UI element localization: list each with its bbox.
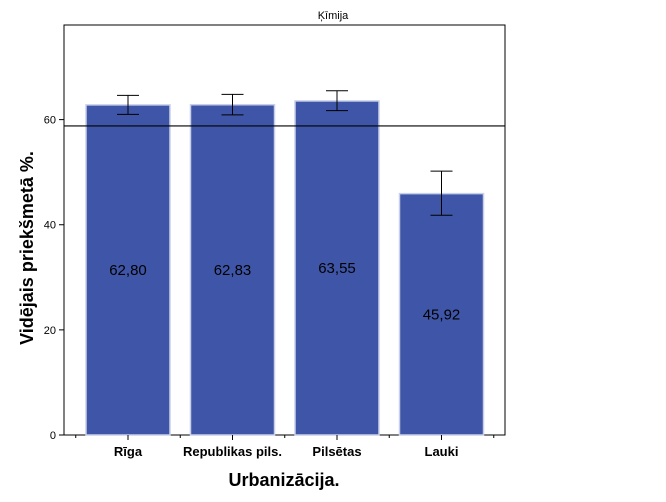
x-axis-label: Urbanizācija. — [228, 470, 339, 490]
y-tick-label-2: 40 — [44, 220, 56, 232]
bar-2 — [294, 100, 380, 436]
y-tick-label-0: 0 — [50, 430, 56, 442]
value-label-0: 62,80 — [109, 262, 147, 279]
value-label-1: 62,83 — [214, 262, 252, 279]
value-label-3: 45,92 — [423, 306, 461, 323]
x-tick-label-3: Lauki — [425, 444, 459, 459]
x-axis-ticks: Rīga Republikas pils. Pilsētas Lauki — [75, 435, 495, 459]
x-tick-label-0: Rīga — [114, 444, 143, 459]
error-bars-group — [117, 90, 453, 216]
chart-title: Ķīmija — [318, 10, 349, 22]
y-tick-label-1: 20 — [44, 325, 56, 337]
bar-3 — [398, 192, 485, 436]
y-tick-label-3: 60 — [44, 115, 56, 127]
y-axis-label: Vidējais priekšmetā %. — [17, 151, 37, 345]
y-axis-ticks: 0 20 40 60 — [44, 115, 64, 442]
x-tick-label-2: Pilsētas — [312, 444, 361, 459]
bar-0 — [85, 104, 171, 436]
value-label-2: 63,55 — [318, 260, 356, 277]
x-tick-label-1: Republikas pils. — [183, 444, 282, 459]
value-labels-group: 62,80 62,83 63,55 45,92 — [109, 260, 460, 323]
